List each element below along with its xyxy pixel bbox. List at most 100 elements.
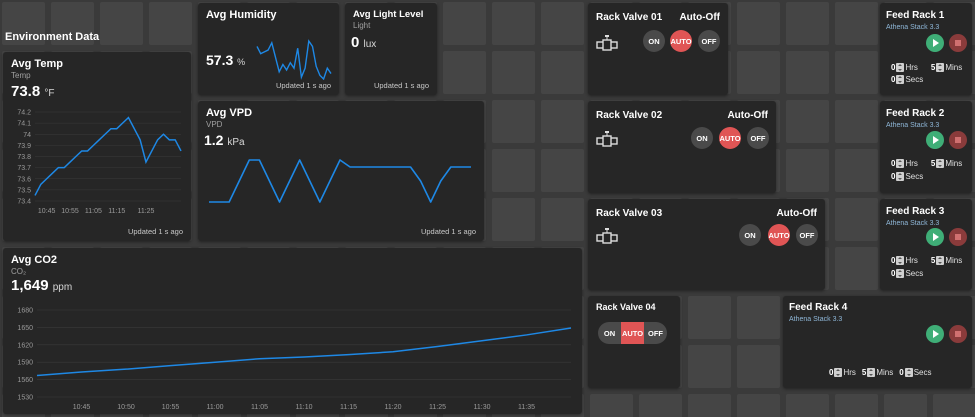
co2-reading: 1,649 ppm — [11, 277, 72, 294]
valve-04-auto-button[interactable]: AUTO — [621, 322, 644, 344]
valve-02-off-button[interactable]: OFF — [747, 127, 769, 149]
feed-4-stop-button[interactable] — [949, 325, 967, 343]
background-tile — [835, 2, 878, 45]
secs-stepper[interactable] — [904, 368, 913, 377]
temp-reading: 73.8 °F — [11, 83, 54, 100]
background-tile — [835, 394, 878, 417]
y-tick-label: 73.8 — [17, 154, 31, 161]
valve-03-on-button[interactable]: ON — [739, 224, 761, 246]
humidity-card: Avg Humidity 57.3 % Updated 1 s ago — [198, 3, 339, 95]
valve-01-auto-button[interactable]: AUTO — [670, 30, 692, 52]
feed-1-play-button[interactable] — [926, 34, 944, 52]
x-tick-label: 10:45 — [38, 208, 56, 215]
background-tile — [737, 345, 780, 388]
background-tile — [541, 149, 584, 192]
valve-03-auto-button[interactable]: AUTO — [768, 224, 790, 246]
feed-4-time-row: 0 Hrs 5 Mins 0 Secs — [829, 368, 932, 377]
co2-card: Avg CO2 CO₂ 1,649 ppm 1680 1650 1620 1590 15… — [3, 248, 582, 414]
feed-3-play-button[interactable] — [926, 228, 944, 246]
y-tick-label: 1650 — [17, 325, 33, 332]
feed-2-time-row: 0 Hrs 5 Mins — [891, 159, 962, 168]
background-tile — [492, 100, 535, 143]
humidity-unit: % — [237, 57, 246, 67]
valve-01-mode: Auto-Off — [679, 12, 720, 23]
vpd-reading: 1.2 kPa — [204, 132, 245, 148]
background-tile — [786, 394, 829, 417]
background-tile — [835, 198, 878, 241]
feed-1-secs-value: 0 — [891, 75, 896, 84]
y-tick-label: 1590 — [17, 360, 33, 367]
valve-03-off-button[interactable]: OFF — [796, 224, 818, 246]
light-card: Avg Light Level Light 0 lux Updated 1 s … — [345, 3, 437, 95]
hrs-stepper[interactable] — [896, 256, 905, 265]
hrs-stepper[interactable] — [834, 368, 843, 377]
background-tile — [933, 394, 975, 417]
feed-2-stop-button[interactable] — [949, 131, 967, 149]
y-tick-label: 1560 — [17, 377, 33, 384]
secs-stepper[interactable] — [896, 172, 905, 181]
stop-icon — [955, 234, 961, 240]
y-tick-label: 74.1 — [17, 121, 31, 128]
feed-2-hrs-value: 0 — [891, 159, 896, 168]
co2-value: 1,649 — [11, 277, 49, 294]
feed-1-stop-button[interactable] — [949, 34, 967, 52]
mins-stepper[interactable] — [936, 256, 945, 265]
background-tile — [835, 100, 878, 143]
light-subtitle: Light — [353, 21, 371, 30]
background-tile — [737, 51, 780, 94]
co2-unit: ppm — [52, 282, 73, 293]
hrs-label: Hrs — [905, 63, 918, 72]
feed-2-secs-value: 0 — [891, 172, 896, 181]
vpd-subtitle: VPD — [206, 120, 223, 129]
feed-3-stop-button[interactable] — [949, 228, 967, 246]
valve-01-on-button[interactable]: ON — [643, 30, 665, 52]
vpd-value: 1.2 — [204, 132, 224, 148]
valve-02-title: Rack Valve 02 — [596, 110, 663, 121]
background-tile — [492, 2, 535, 45]
vpd-updated: Updated 1 s ago — [420, 227, 476, 236]
feed-3-mins-value: 5 — [930, 256, 936, 265]
y-tick-label: 74.2 — [17, 110, 31, 117]
feed-4-play-button[interactable] — [926, 325, 944, 343]
background-tile — [884, 394, 927, 417]
valve-01-title: Rack Valve 01 — [596, 12, 663, 23]
background-tile — [492, 149, 535, 192]
rack-valve-01-card: Rack Valve 01 Auto-Off ON AUTO OFF — [588, 3, 728, 95]
mins-stepper[interactable] — [936, 159, 945, 168]
x-tick-label: 10:45 — [73, 404, 91, 411]
y-tick-label: 1620 — [17, 342, 33, 349]
hrs-stepper[interactable] — [896, 159, 905, 168]
valve-04-off-button[interactable]: OFF — [648, 328, 663, 338]
rack-valve-04-card: Rack Valve 04 ON AUTO OFF — [588, 296, 680, 388]
feed-2-play-button[interactable] — [926, 131, 944, 149]
feed-3-secs-row: 0 Secs — [891, 269, 923, 278]
humidity-value: 57.3 — [206, 52, 234, 68]
valve-01-off-button[interactable]: OFF — [698, 30, 720, 52]
mins-stepper[interactable] — [936, 63, 945, 72]
background-tile — [835, 247, 878, 290]
background-tile — [688, 345, 731, 388]
play-icon — [933, 233, 939, 241]
mins-stepper[interactable] — [867, 368, 876, 377]
feed-3-hrs-value: 0 — [891, 256, 896, 265]
feed-rack-3-card: Feed Rack 3 Athena Stack 3.3 0 Hrs 5 Mins … — [880, 199, 972, 290]
x-tick-label: 11:25 — [137, 208, 154, 215]
secs-stepper[interactable] — [896, 269, 905, 278]
valve-02-on-button[interactable]: ON — [691, 127, 713, 149]
x-tick-label: 10:55 — [61, 208, 79, 215]
series-line — [36, 327, 572, 377]
valve-02-auto-button[interactable]: AUTO — [719, 127, 741, 149]
feed-rack-4-card: Feed Rack 4 Athena Stack 3.3 0 Hrs 5 Mins … — [783, 296, 972, 388]
y-tick-label: 73.5 — [17, 187, 31, 194]
y-tick-label: 1530 — [17, 395, 33, 402]
feed-2-mins-value: 5 — [930, 159, 936, 168]
series-line — [209, 159, 471, 203]
feed-2-secs-row: 0 Secs — [891, 172, 923, 181]
valve-icon — [596, 35, 618, 51]
light-updated: Updated 1 s ago — [373, 81, 429, 90]
secs-stepper[interactable] — [896, 75, 905, 84]
hrs-stepper[interactable] — [896, 63, 905, 72]
y-tick-label: 74 — [23, 132, 31, 139]
valve-04-on-button[interactable]: ON — [603, 328, 616, 338]
section-title: Environment Data — [5, 31, 100, 43]
